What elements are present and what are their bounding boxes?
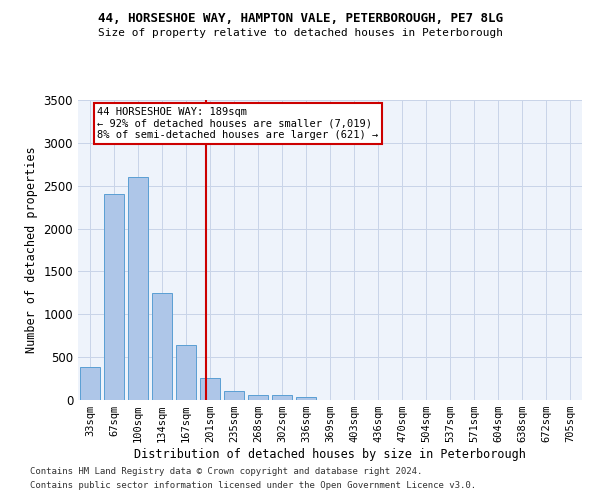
Bar: [80, 366, 100, 400]
Bar: [248, 395, 268, 400]
Bar: [224, 392, 244, 400]
Bar: [128, 177, 148, 400]
Text: Size of property relative to detached houses in Peterborough: Size of property relative to detached ho…: [97, 28, 503, 38]
Text: 44, HORSESHOE WAY, HAMPTON VALE, PETERBOROUGH, PE7 8LG: 44, HORSESHOE WAY, HAMPTON VALE, PETERBO…: [97, 12, 503, 26]
Bar: [176, 345, 196, 400]
Text: 44 HORSESHOE WAY: 189sqm
← 92% of detached houses are smaller (7,019)
8% of semi: 44 HORSESHOE WAY: 189sqm ← 92% of detach…: [97, 107, 379, 140]
Text: Contains HM Land Registry data © Crown copyright and database right 2024.: Contains HM Land Registry data © Crown c…: [30, 467, 422, 476]
Text: Contains public sector information licensed under the Open Government Licence v3: Contains public sector information licen…: [30, 481, 476, 490]
Bar: [296, 396, 316, 400]
Bar: [104, 194, 124, 400]
Bar: [200, 378, 220, 400]
Bar: [272, 396, 292, 400]
X-axis label: Distribution of detached houses by size in Peterborough: Distribution of detached houses by size …: [134, 448, 526, 461]
Bar: [152, 293, 172, 400]
Y-axis label: Number of detached properties: Number of detached properties: [25, 146, 38, 354]
